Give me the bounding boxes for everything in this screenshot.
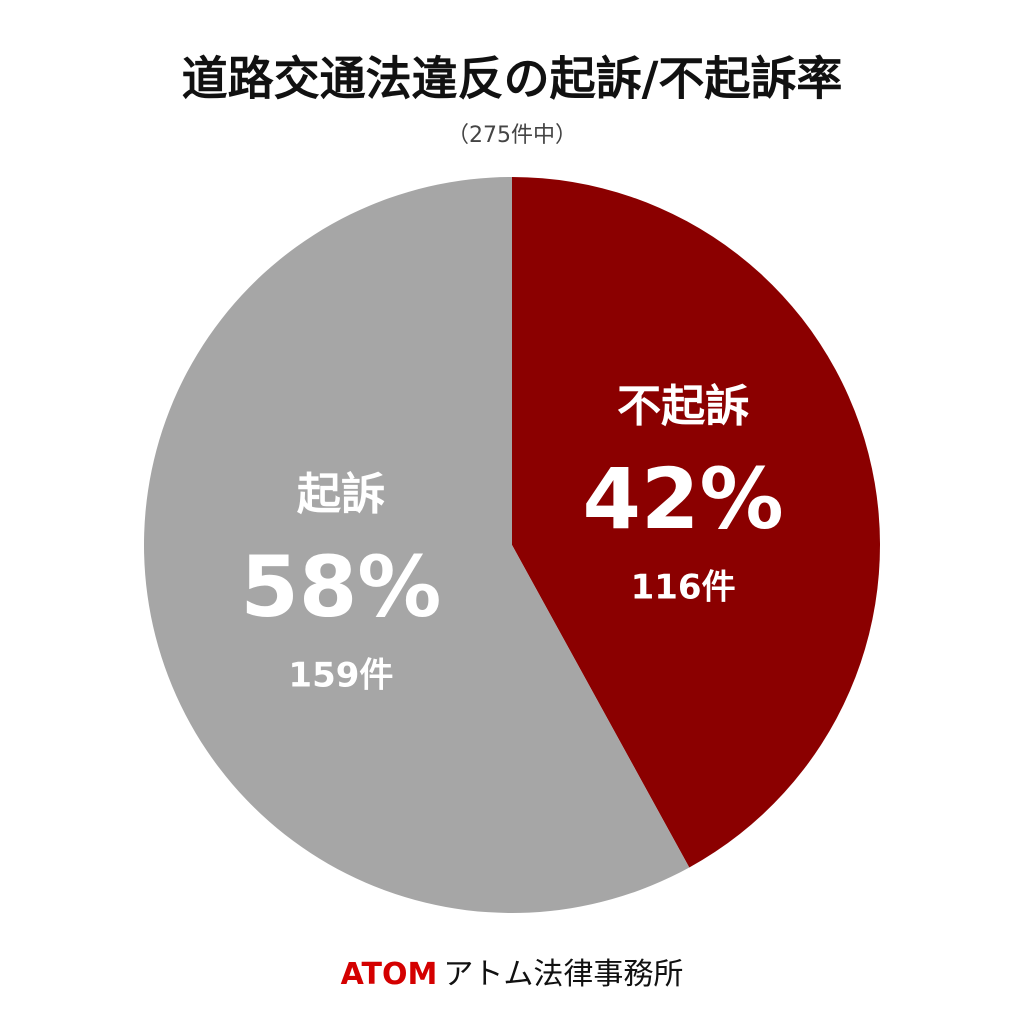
slice-category: 起訴 — [297, 469, 385, 520]
footer-name: アトム法律事務所 — [443, 957, 683, 992]
footer-brand: ATOM — [341, 957, 438, 992]
slice-percent: 58% — [240, 538, 441, 636]
slice-percent: 42% — [583, 450, 784, 548]
pie-slice — [144, 177, 690, 913]
chart-title: 道路交通法違反の起訴/不起訴率 — [182, 52, 843, 106]
slice-count: 116件 — [631, 568, 736, 608]
slice-category: 不起訴 — [617, 381, 749, 432]
chart-subtitle: （275件中） — [447, 123, 577, 148]
slice-count: 159件 — [288, 655, 393, 695]
pie-slice — [512, 177, 881, 868]
footer: ATOM アトム法律事務所 — [341, 957, 684, 992]
pie — [144, 177, 881, 913]
